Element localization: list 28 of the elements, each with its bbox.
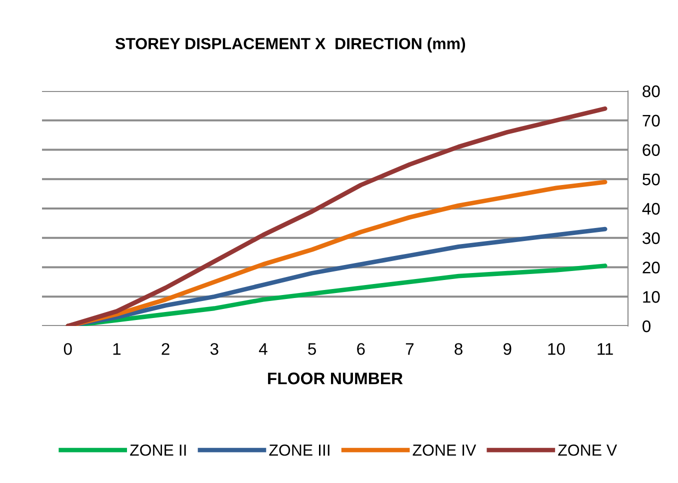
legend-label: ZONE III <box>269 444 330 456</box>
legend-label: ZONE II <box>130 444 186 456</box>
legend-label: ZONE V <box>558 444 618 456</box>
x-tick-label: 11 <box>598 343 613 355</box>
legend-label: ZONE IV <box>412 444 476 456</box>
x-tick-label: 10 <box>548 343 565 355</box>
x-tick-label: 7 <box>406 343 414 355</box>
y-tick-label: 30 <box>642 232 660 244</box>
y-tick-label: 50 <box>642 174 660 186</box>
x-tick-label: 6 <box>357 343 365 355</box>
x-axis-title: FLOOR NUMBER <box>268 372 403 384</box>
y-tick-label: 40 <box>642 202 660 215</box>
y-tick-label: 10 <box>643 291 660 303</box>
x-tick-label: 3 <box>210 343 218 355</box>
x-tick-label: 2 <box>162 343 170 355</box>
y-tick-label: 0 <box>642 320 651 332</box>
y-tick-label: 60 <box>642 144 660 156</box>
x-tick-label: 5 <box>308 343 316 355</box>
y-tick-label: 20 <box>642 262 660 274</box>
x-tick-label: 8 <box>454 343 462 355</box>
x-tick-label: 9 <box>504 343 512 355</box>
line-series <box>66 106 608 326</box>
y-tick-label: 70 <box>642 114 660 127</box>
chart-title: STOREY DISPLACEMENT X DIRECTION (mm) <box>115 38 466 52</box>
x-tick-label: 1 <box>113 343 121 355</box>
x-tick-label: 0 <box>64 343 72 355</box>
y-tick-label: 80 <box>642 85 660 98</box>
x-tick-label: 4 <box>258 343 268 355</box>
